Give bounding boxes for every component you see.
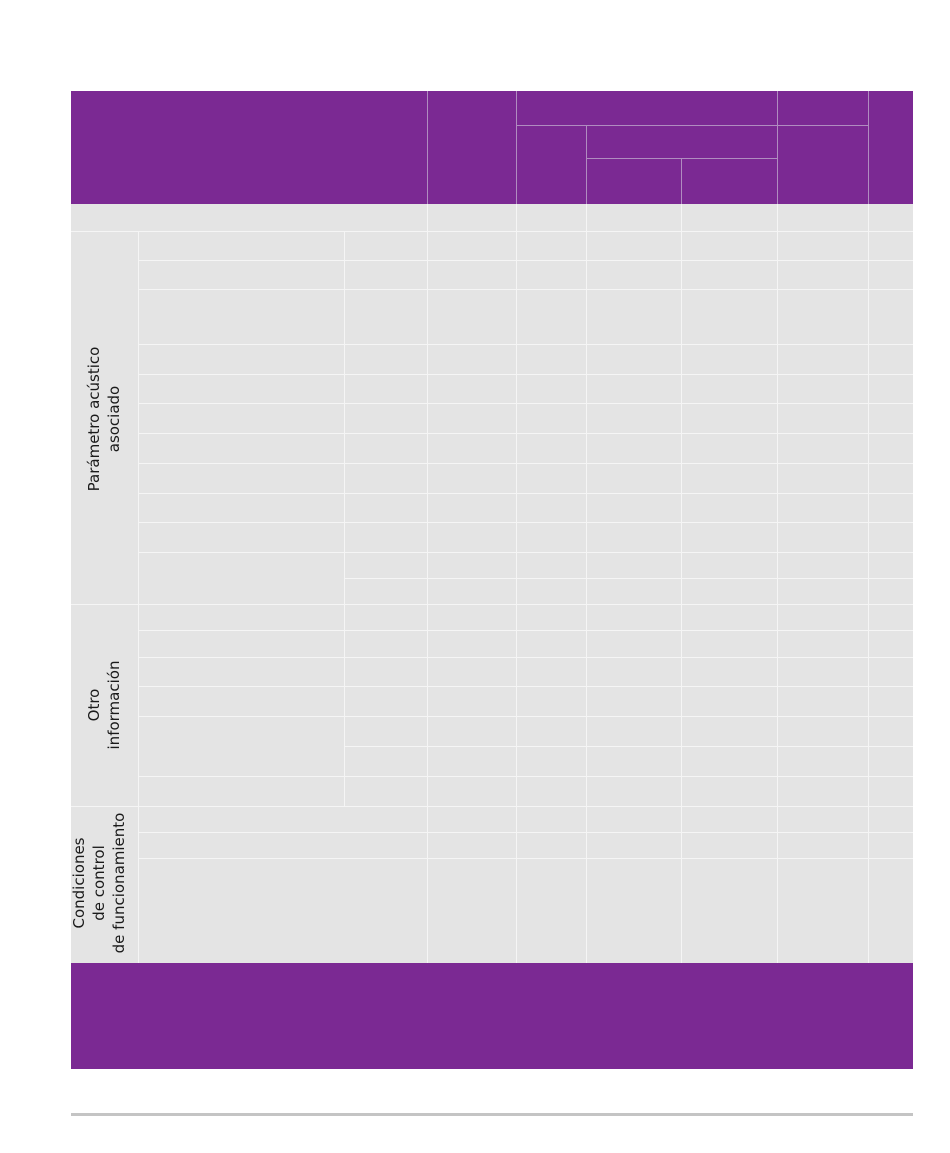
row-line [71, 604, 913, 605]
column-line [344, 231, 345, 807]
column-line [138, 231, 139, 963]
column-line [516, 204, 517, 963]
row-line [138, 657, 913, 658]
header-divider [427, 91, 428, 204]
table-body [71, 204, 913, 963]
column-line [868, 204, 869, 963]
page-rule [71, 1113, 913, 1116]
row-line [138, 433, 913, 434]
row-line [138, 260, 913, 261]
row-line [138, 716, 913, 717]
row-line [138, 686, 913, 687]
header-divider [586, 125, 587, 204]
group-label-otro-informacion: Otro información [85, 660, 123, 750]
header-divider [516, 125, 868, 126]
header-divider [681, 158, 682, 204]
row-line [71, 231, 913, 232]
column-line [427, 204, 428, 963]
row-line [138, 403, 913, 404]
row-line [138, 858, 913, 859]
row-line [344, 746, 913, 747]
table-header [71, 91, 913, 204]
group-label-condiciones: Condiciones de control de funcionamiento [70, 812, 128, 954]
row-line [138, 522, 913, 523]
header-divider [777, 91, 778, 204]
column-line [586, 204, 587, 963]
column-line [681, 204, 682, 963]
table-footer [71, 963, 913, 1069]
row-line [138, 374, 913, 375]
group-label-parametro-acustico: Parámetro acústico asociado [85, 346, 123, 492]
row-line [138, 344, 913, 345]
row-line [138, 463, 913, 464]
row-line [138, 776, 913, 777]
row-line [138, 289, 913, 290]
row-line [138, 832, 913, 833]
row-line [138, 493, 913, 494]
row-line [71, 806, 913, 807]
header-divider [868, 91, 869, 204]
header-divider [516, 91, 517, 204]
row-line [138, 552, 913, 553]
row-line [344, 578, 913, 579]
column-line [777, 204, 778, 963]
row-line [138, 630, 913, 631]
